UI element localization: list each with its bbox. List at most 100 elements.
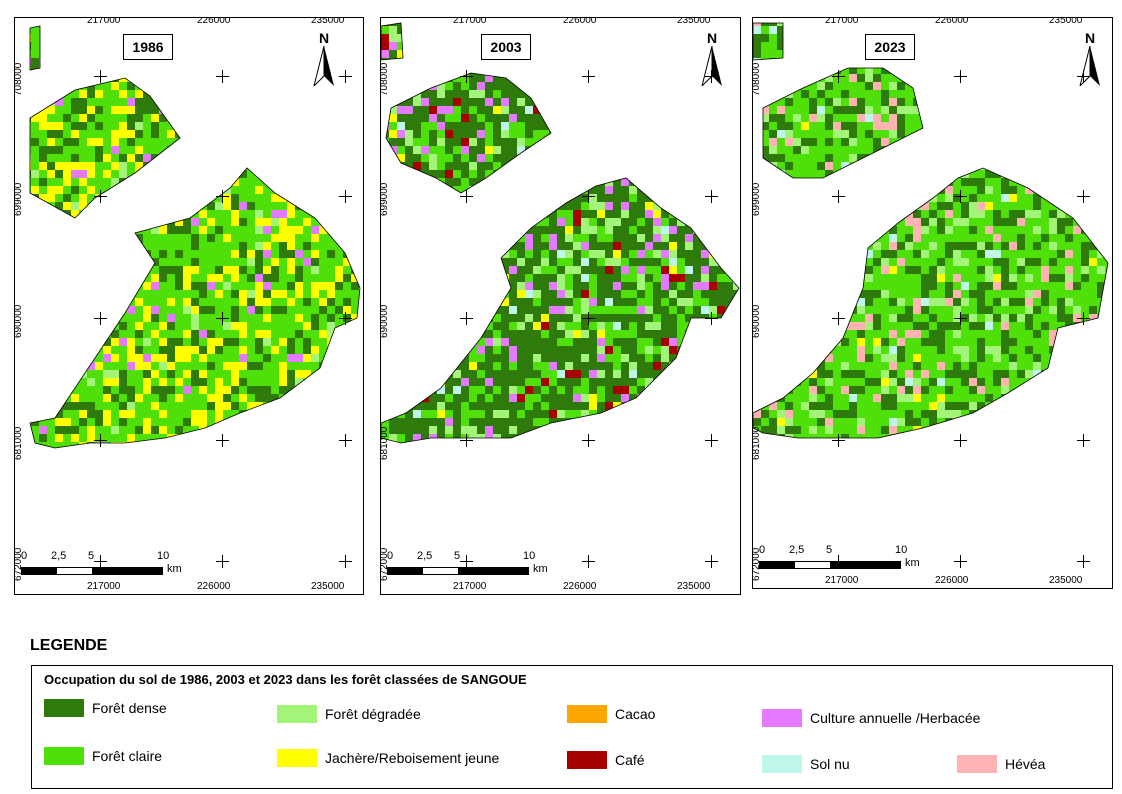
coord-label-top: 217000 (453, 17, 487, 26)
scale-tick-label: 5 (454, 550, 461, 562)
legend-swatch (567, 705, 607, 723)
coord-label-top: 235000 (677, 17, 711, 26)
grid-cross-icon (94, 190, 107, 203)
legend-label: Café (615, 752, 645, 768)
grid-cross-icon (954, 70, 967, 83)
coord-label-bottom: 235000 (1049, 575, 1083, 586)
grid-cross-icon (1077, 312, 1090, 325)
grid-cross-icon (94, 312, 107, 325)
scale-tick-label: 5 (88, 550, 95, 562)
grid-cross-icon (216, 434, 229, 447)
grid-cross-icon (954, 555, 967, 568)
land-cover-map (753, 22, 1109, 439)
grid-cross-icon (460, 70, 473, 83)
year-label: 1986 (123, 34, 173, 60)
legend-box: Occupation du sol de 1986, 2003 et 2023 … (31, 665, 1113, 789)
legend-title: LEGENDE (30, 637, 108, 654)
scale-bar-graphic (21, 567, 163, 575)
grid-cross-icon (1077, 434, 1090, 447)
scale-bar-graphic (387, 567, 529, 575)
legend-swatch (44, 747, 84, 765)
coord-label-side: 690000 (380, 304, 390, 338)
coord-label-side: 699000 (752, 182, 762, 216)
grid-cross-icon (216, 70, 229, 83)
north-arrow-icon: N (309, 30, 339, 88)
scale-unit: km (905, 557, 920, 569)
legend-item: Forêt dense (44, 698, 167, 718)
legend-label: Culture annuelle /Herbacée (810, 710, 981, 726)
land-cover-map (381, 22, 740, 444)
scale-bar: 0 2,5 5 10 km (21, 550, 191, 584)
grid-cross-icon (460, 312, 473, 325)
legend-swatch (762, 755, 802, 773)
legend-item: Café (567, 750, 645, 770)
grid-cross-icon (582, 70, 595, 83)
grid-cross-icon (216, 312, 229, 325)
land-cover-pixels (753, 23, 1108, 438)
grid-cross-icon (339, 312, 352, 325)
grid-cross-icon (1077, 190, 1090, 203)
legend-swatch (44, 699, 84, 717)
grid-cross-icon (339, 70, 352, 83)
coord-label-bottom: 217000 (87, 581, 121, 592)
legend-item: Jachère/Reboisement jeune (277, 748, 499, 768)
legend-item: Culture annuelle /Herbacée (762, 708, 980, 728)
legend-caption: Occupation du sol de 1986, 2003 et 2023 … (44, 672, 527, 687)
scale-tick-label: 0 (21, 550, 28, 562)
coord-label-top: 217000 (87, 17, 121, 26)
coord-label-bottom: 226000 (935, 575, 969, 586)
coord-label-bottom: 235000 (311, 581, 345, 592)
legend-swatch (957, 755, 997, 773)
grid-cross-icon (832, 434, 845, 447)
legend-swatch (567, 751, 607, 769)
coord-label-bottom: 226000 (563, 581, 597, 592)
legend-swatch (762, 709, 802, 727)
map-panel-2023: 2023 N 217000 226000 235000 217000 226000 235… (752, 17, 1113, 589)
grid-cross-icon (339, 434, 352, 447)
scale-unit: km (167, 563, 182, 575)
grid-cross-icon (832, 312, 845, 325)
scale-bar-graphic (759, 561, 901, 569)
legend-label: Jachère/Reboisement jeune (325, 750, 500, 766)
grid-cross-icon (339, 190, 352, 203)
grid-cross-icon (954, 190, 967, 203)
coord-label-top: 217000 (825, 17, 859, 26)
legend-item: Hévéa (957, 754, 1045, 774)
legend-swatch (277, 749, 317, 767)
grid-cross-icon (954, 434, 967, 447)
grid-cross-icon (216, 190, 229, 203)
grid-cross-icon (582, 312, 595, 325)
coord-label-side: 708000 (380, 62, 390, 96)
grid-cross-icon (705, 190, 718, 203)
grid-cross-icon (460, 434, 473, 447)
legend-item: Cacao (567, 704, 655, 724)
grid-cross-icon (460, 555, 473, 568)
scale-tick-label: 10 (895, 544, 908, 556)
coord-label-bottom: 217000 (825, 575, 859, 586)
coord-label-side: 699000 (380, 182, 390, 216)
coord-label-side: 681000 (380, 426, 390, 460)
coord-label-bottom: 226000 (197, 581, 231, 592)
coord-label-top: 226000 (563, 17, 597, 26)
legend-item: Forêt dégradée (277, 704, 421, 724)
coord-label-top: 226000 (197, 17, 231, 26)
legend-label: Forêt dense (92, 700, 167, 716)
grid-cross-icon (216, 555, 229, 568)
grid-cross-icon (94, 555, 107, 568)
scale-tick-label: 2,5 (417, 550, 433, 562)
coord-label-side: 690000 (14, 304, 24, 338)
scale-tick-label: 5 (826, 544, 833, 556)
grid-cross-icon (705, 434, 718, 447)
scale-tick-label: 0 (387, 550, 394, 562)
year-label: 2023 (865, 34, 915, 60)
grid-cross-icon (705, 70, 718, 83)
coord-label-side: 681000 (752, 426, 762, 460)
grid-cross-icon (1077, 70, 1090, 83)
grid-cross-icon (832, 70, 845, 83)
year-label: 2003 (481, 34, 531, 60)
grid-cross-icon (705, 555, 718, 568)
coord-label-side: 699000 (14, 182, 24, 216)
coord-label-bottom: 235000 (677, 581, 711, 592)
grid-cross-icon (460, 190, 473, 203)
grid-cross-icon (832, 190, 845, 203)
